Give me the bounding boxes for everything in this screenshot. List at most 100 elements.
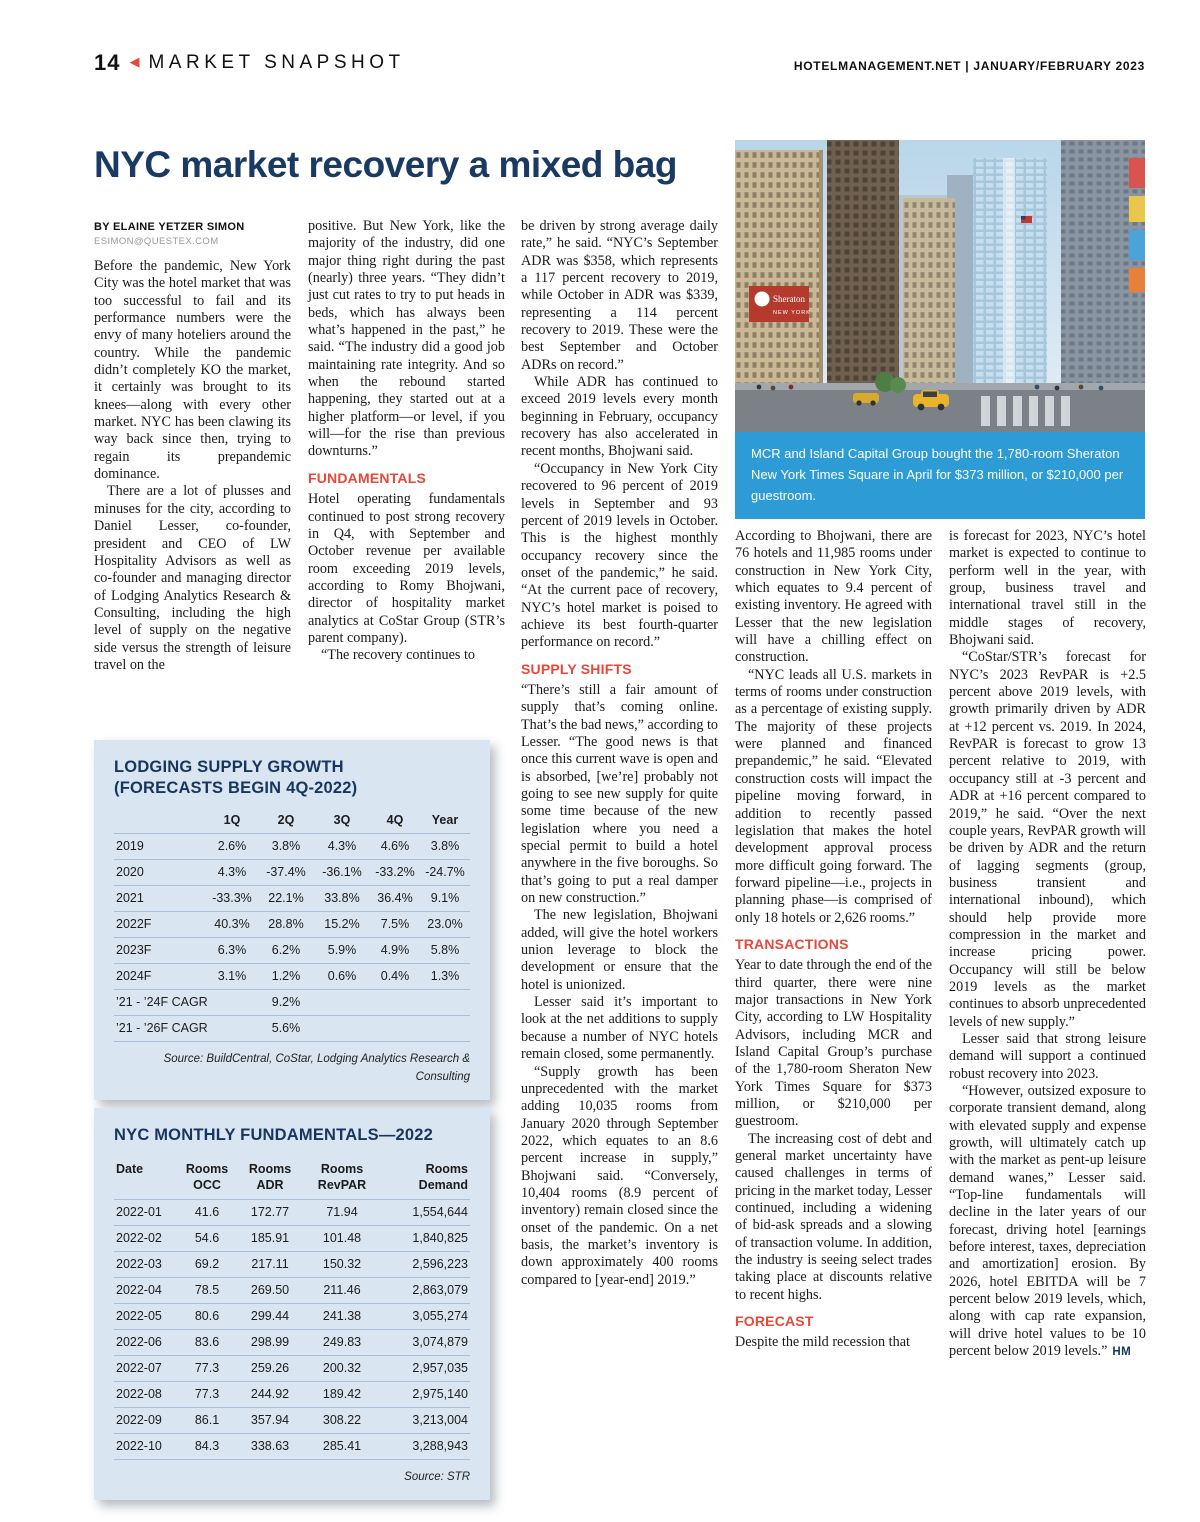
table-cell: 71.94	[304, 1199, 380, 1227]
table-cell: 22.1%	[258, 885, 314, 913]
text-column-4: According to Bhojwani, there are 76 hote…	[735, 528, 932, 1352]
table-cell: 40.3%	[206, 911, 258, 939]
paragraph: The new legislation, Bhojwani added, wil…	[521, 907, 718, 993]
article-headline: NYC market recovery a mixed bag	[94, 144, 677, 185]
table-cell: 150.32	[304, 1251, 380, 1279]
table-cell: 338.63	[236, 1433, 304, 1461]
table-row: 2022-10 84.3 338.63 285.41 3,288,943	[114, 1433, 470, 1461]
crosswalk	[981, 396, 1070, 426]
table-cell	[314, 989, 370, 1017]
supply-growth-table: 1Q 2Q 3Q 4Q Year 2019 2.6% 3.8% 4.3% 4.6% 3.8% 202…	[114, 808, 470, 1043]
table-row: 2024F 3.1% 1.2% 0.6% 0.4% 1.3%	[114, 963, 470, 991]
table-cell: 9.1%	[420, 885, 470, 913]
table-cell: 2022-01	[114, 1199, 178, 1227]
supply-growth-panel: LODGING SUPPLY GROWTH (FORECASTS BEGIN 4…	[94, 740, 490, 1100]
table-cell: 54.6	[178, 1225, 236, 1253]
paragraph: is forecast for 2023, NYC’s hotel market…	[949, 528, 1146, 649]
table-cell: 2022F	[114, 911, 206, 939]
table-cell: 78.5	[178, 1277, 236, 1305]
table-cell: -37.4%	[258, 859, 314, 887]
site-name: HOTELMANAGEMENT.NET	[793, 59, 962, 73]
table-cell: 84.3	[178, 1433, 236, 1461]
table-cell: -33.2%	[370, 859, 420, 887]
table-row: 2022F 40.3% 28.8% 15.2% 7.5% 23.0%	[114, 911, 470, 939]
table-cell	[420, 989, 470, 1017]
table-cell: 0.6%	[314, 963, 370, 991]
column-header	[114, 808, 206, 835]
paragraph: “However, outsized exposure to corporate…	[949, 1083, 1146, 1362]
table-cell	[206, 1015, 258, 1043]
table-cell: 2,957,035	[380, 1355, 470, 1383]
issue-date: JANUARY/FEBRUARY 2023	[973, 59, 1145, 73]
table-cell	[370, 989, 420, 1017]
table-cell: 5.6%	[258, 1015, 314, 1043]
table-row: 2022-02 54.6 185.91 101.48 1,840,825	[114, 1225, 470, 1253]
section-title: MARKET SNAPSHOT	[148, 52, 405, 73]
table-cell: 2.6%	[206, 833, 258, 861]
column-header: Rooms ADR	[236, 1155, 304, 1201]
paragraph: “Occupancy in New York City recovered to…	[521, 460, 718, 651]
sheraton-sign: Sheraton NEW YORK	[749, 286, 810, 322]
table-cell: 2022-06	[114, 1329, 178, 1357]
street-trees	[875, 372, 906, 393]
table-cell: 77.3	[178, 1381, 236, 1409]
fundamentals-panel-title: NYC MONTHLY FUNDAMENTALS—2022	[114, 1126, 434, 1144]
paragraph: positive. But New York, like the majorit…	[308, 218, 505, 460]
table-cell: 69.2	[178, 1251, 236, 1279]
end-mark: HM	[1112, 1346, 1132, 1359]
byline-author: BY ELAINE YETZER SIMON	[94, 221, 245, 233]
table-cell: 2021	[114, 885, 206, 913]
table-cell: ’21 - ’24F CAGR	[114, 989, 208, 1017]
table-cell: 3,055,274	[380, 1303, 470, 1331]
table-cell: 33.8%	[314, 885, 370, 913]
table-cell: 2020	[114, 859, 206, 887]
table-cell: 3.1%	[206, 963, 258, 991]
section-heading-fundamentals: FUNDAMENTALS	[308, 469, 427, 486]
column-header: Date	[114, 1155, 178, 1201]
brown-tower	[827, 140, 899, 392]
column-header: 3Q	[314, 808, 370, 835]
article-photo: Sheraton NEW YORK	[735, 140, 1145, 432]
table-cell: 269.50	[236, 1277, 304, 1305]
table-cell: 1,840,825	[380, 1225, 470, 1253]
table-cell: 3,288,943	[380, 1433, 470, 1461]
table-cell: 2022-09	[114, 1407, 178, 1435]
table-cell: 3.8%	[258, 833, 314, 861]
column-header: Rooms RevPAR	[304, 1155, 380, 1201]
table-cell: 2022-04	[114, 1277, 178, 1305]
column-header: 1Q	[206, 808, 258, 835]
table-row: 2022-05 80.6 299.44 241.38 3,055,274	[114, 1303, 470, 1331]
table-cell: 357.94	[236, 1407, 304, 1435]
table-cell: 308.22	[304, 1407, 380, 1435]
section-heading-supply-shifts: SUPPLY SHIFTS	[521, 660, 632, 677]
table-cell: -36.1%	[314, 859, 370, 887]
taxi	[913, 390, 949, 411]
table-cell: 23.0%	[420, 911, 470, 939]
table-cell: 217.11	[236, 1251, 304, 1279]
table-cell: 6.3%	[206, 937, 258, 965]
billboard	[1129, 230, 1145, 260]
table-cell: 2022-05	[114, 1303, 178, 1331]
pedestrians	[756, 384, 1104, 391]
paragraph: “The recovery continues to	[321, 647, 476, 664]
table-cell: 77.3	[178, 1355, 236, 1383]
table-cell: 172.77	[236, 1199, 304, 1227]
table-cell: 2022-08	[114, 1381, 178, 1409]
table-cell: 2022-07	[114, 1355, 178, 1383]
sheraton-sign-text: Sheraton	[773, 294, 805, 304]
table-cell: 211.46	[304, 1277, 380, 1305]
taxi-small	[853, 393, 879, 406]
sidewalk	[735, 383, 1145, 392]
table-cell: 299.44	[236, 1303, 304, 1331]
table-cell: -24.7%	[420, 859, 470, 887]
text-column-1: Before the pandemic, New York City was t…	[94, 258, 291, 674]
table-cell: 4.3%	[314, 833, 370, 861]
paragraph: be driven by strong average daily rate,”…	[521, 218, 718, 373]
page-header: 14 ◀ MARKET SNAPSHOT HOTELMANAGEMENT.NET…	[94, 50, 1145, 76]
paragraph-text: “However, outsized exposure to corporate…	[949, 1083, 1146, 1360]
table-row: 2022-09 86.1 357.94 308.22 3,213,004	[114, 1407, 470, 1435]
byline-block: BY ELAINE YETZER SIMON ESIMON@QUESTEX.CO…	[94, 221, 244, 247]
table-row: ’21 - ’24F CAGR 9.2%	[114, 989, 470, 1017]
page-header-left: 14 ◀ MARKET SNAPSHOT	[94, 50, 405, 76]
paragraph: “There’s still a fair amount of supply t…	[521, 681, 718, 907]
